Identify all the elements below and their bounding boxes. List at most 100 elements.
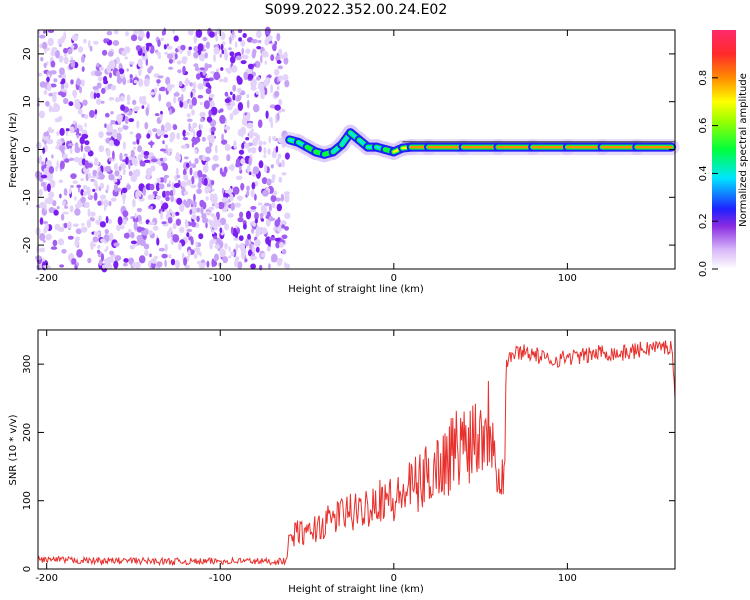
- noise-speckle: [244, 258, 248, 263]
- noise-speckle: [141, 95, 147, 103]
- noise-speckle: [107, 51, 114, 57]
- noise-speckle: [221, 133, 225, 141]
- noise-speckle: [84, 145, 91, 153]
- colorbar-ticks: 0.0 0.2 0.4 0.6 0.8: [698, 70, 718, 277]
- noise-speckle: [224, 98, 231, 104]
- noise-speckle: [271, 174, 276, 180]
- noise-speckle: [132, 198, 136, 208]
- noise-speckle: [230, 226, 234, 235]
- x-tick-label: -100: [209, 573, 232, 584]
- noise-speckle: [243, 71, 248, 81]
- noise-speckle: [214, 144, 218, 154]
- noise-speckle: [95, 219, 101, 225]
- noise-speckle: [63, 47, 68, 54]
- noise-speckle: [177, 242, 182, 251]
- noise-speckle: [121, 187, 128, 194]
- noise-speckle: [131, 245, 134, 250]
- noise-speckle: [133, 146, 136, 150]
- noise-speckle: [246, 112, 251, 121]
- noise-speckle: [258, 140, 263, 146]
- noise-speckle: [103, 258, 108, 263]
- noise-speckle: [218, 110, 221, 114]
- noise-speckle: [166, 53, 174, 59]
- noise-speckle: [252, 104, 260, 113]
- noise-speckle: [129, 131, 134, 135]
- noise-speckle: [48, 105, 53, 113]
- noise-speckle: [204, 62, 209, 72]
- noise-speckle: [213, 53, 216, 63]
- noise-speckle: [128, 257, 133, 265]
- noise-speckle: [94, 70, 100, 77]
- noise-speckle: [120, 95, 125, 102]
- noise-speckle: [215, 68, 219, 73]
- noise-speckle: [257, 119, 263, 128]
- noise-speckle: [176, 132, 180, 140]
- noise-speckle: [76, 249, 83, 258]
- noise-speckle: [222, 256, 228, 264]
- noise-speckle: [44, 203, 47, 212]
- noise-speckle: [85, 204, 88, 209]
- colorbar-tick-label: 0.0: [698, 261, 709, 277]
- noise-speckle: [189, 209, 193, 215]
- noise-speckle: [148, 230, 154, 235]
- noise-speckle: [276, 112, 280, 122]
- noise-speckle: [225, 67, 231, 72]
- noise-speckle: [236, 176, 242, 180]
- noise-speckle: [50, 70, 57, 75]
- noise-speckle: [238, 37, 243, 42]
- noise-speckle: [243, 223, 247, 230]
- noise-speckle: [63, 56, 69, 64]
- noise-speckle: [138, 227, 145, 231]
- noise-speckle: [94, 109, 98, 115]
- noise-speckle: [172, 234, 180, 243]
- noise-speckle: [52, 94, 57, 103]
- noise-speckle: [276, 32, 281, 42]
- noise-speckle: [257, 82, 264, 91]
- noise-speckle: [138, 191, 142, 197]
- noise-speckle: [128, 170, 133, 177]
- noise-speckle: [83, 167, 87, 173]
- noise-speckle: [172, 223, 177, 230]
- noise-speckle: [260, 91, 265, 100]
- noise-speckle: [181, 93, 184, 103]
- noise-speckle: [186, 118, 193, 123]
- noise-speckle: [284, 193, 290, 203]
- noise-speckle: [196, 207, 201, 213]
- noise-speckle: [156, 177, 161, 183]
- noise-speckle: [152, 128, 158, 133]
- noise-speckle: [223, 76, 229, 83]
- noise-speckle: [270, 84, 273, 94]
- noise-speckle: [277, 65, 283, 70]
- noise-speckle: [205, 222, 208, 229]
- noise-speckle: [58, 238, 65, 246]
- spectrogram-y-ticks: -20 -10 0 10 20: [22, 48, 675, 253]
- noise-speckle: [187, 49, 192, 57]
- noise-speckle: [82, 99, 88, 106]
- noise-speckle: [116, 132, 122, 142]
- noise-speckle: [268, 135, 272, 144]
- noise-speckle: [195, 241, 198, 248]
- noise-speckle: [129, 74, 133, 79]
- noise-speckle: [142, 52, 145, 57]
- noise-speckle: [76, 184, 82, 188]
- noise-speckle: [108, 174, 115, 181]
- noise-speckle: [92, 236, 99, 243]
- noise-speckle: [98, 170, 103, 178]
- noise-speckle: [275, 158, 280, 166]
- noise-speckle: [112, 40, 120, 46]
- noise-speckle: [180, 144, 188, 149]
- noise-speckle: [50, 49, 56, 57]
- noise-speckle: [52, 200, 57, 207]
- noise-speckle: [174, 259, 180, 269]
- noise-speckle: [275, 145, 279, 153]
- spectrogram-x-ticks: -200 -100 0 100: [35, 30, 577, 284]
- noise-speckle: [59, 264, 65, 268]
- noise-speckle: [45, 223, 49, 232]
- noise-speckle: [239, 211, 244, 218]
- noise-speckle: [81, 133, 89, 139]
- noise-speckle: [108, 157, 112, 162]
- noise-speckle: [165, 144, 168, 151]
- noise-speckle: [79, 125, 84, 132]
- noise-speckle: [61, 248, 67, 254]
- noise-speckle: [104, 123, 107, 128]
